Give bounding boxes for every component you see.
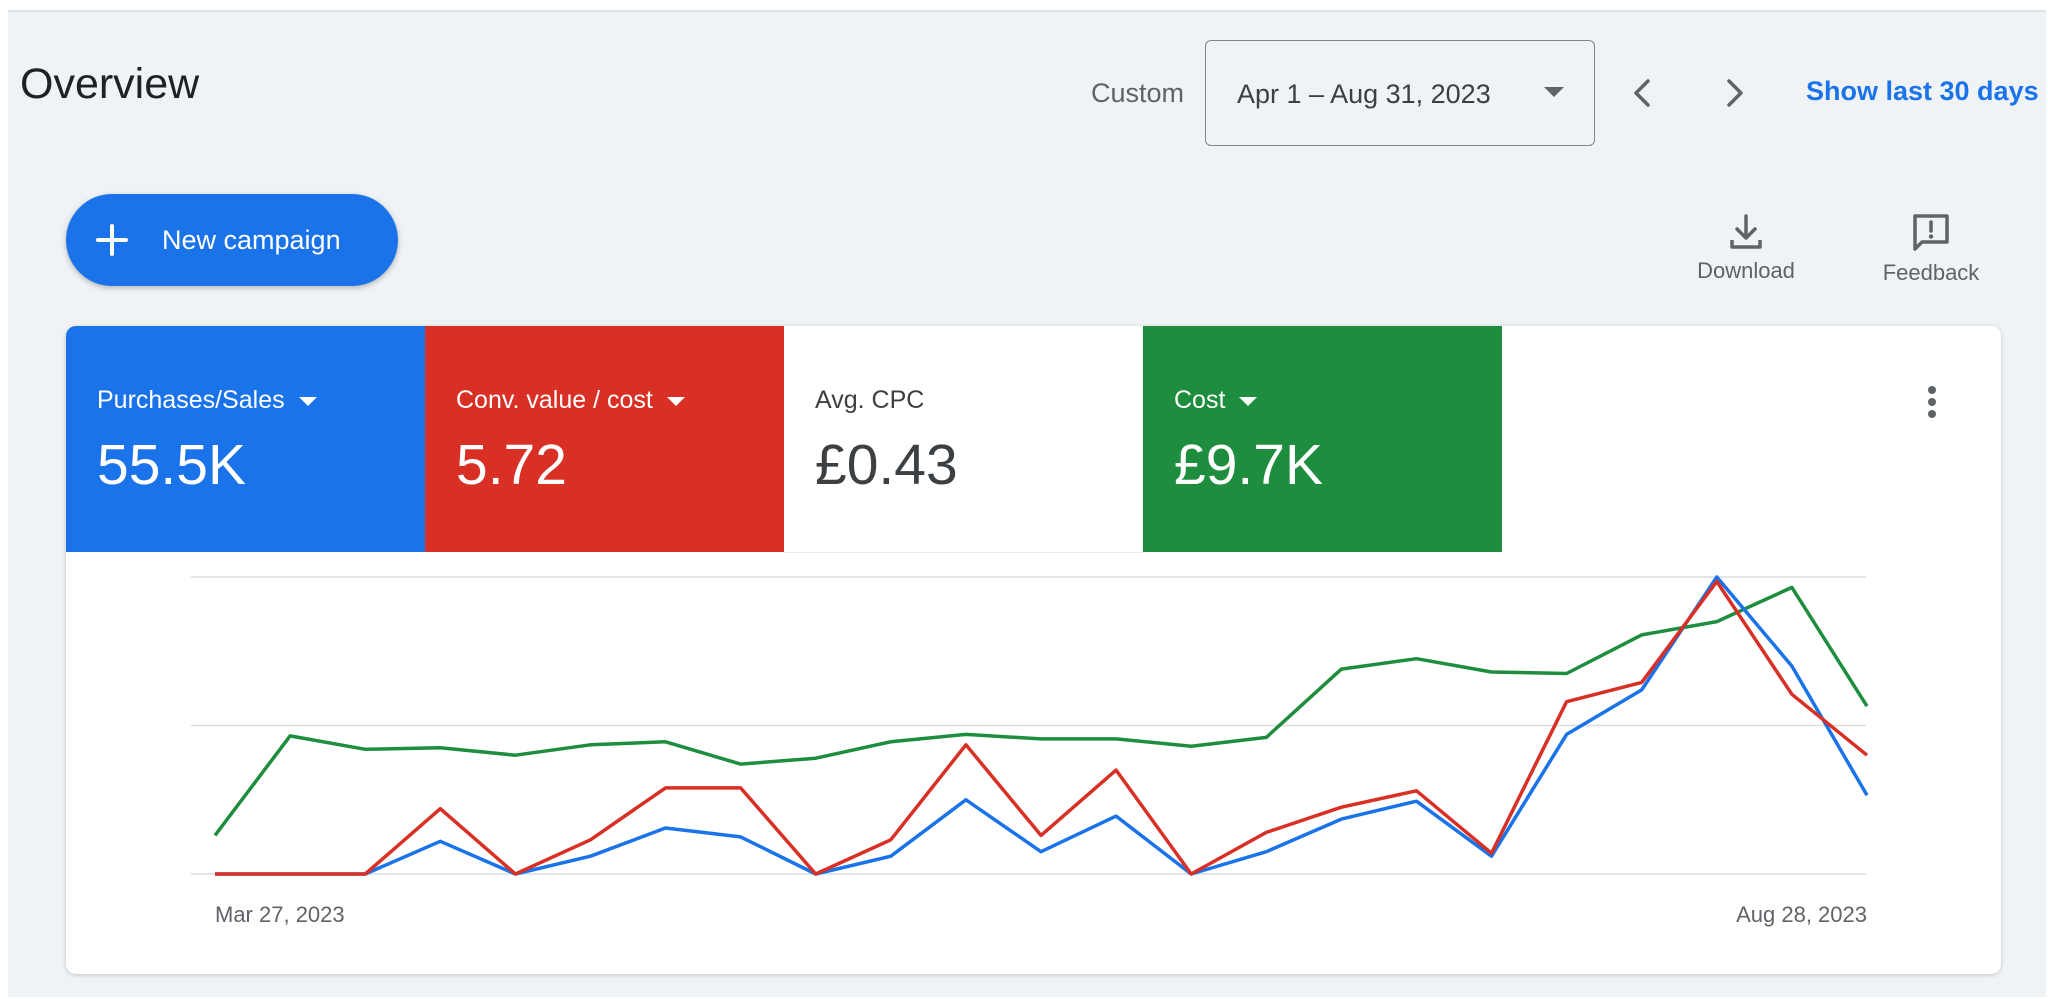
date-range-value: Apr 1 – Aug 31, 2023 — [1237, 79, 1491, 109]
metric-tile-avg-cpc[interactable]: Avg. CPC £0.43 — [784, 326, 1143, 553]
page-title: Overview — [20, 60, 200, 108]
metric-value: £9.7K — [1174, 433, 1323, 497]
range-type-label: Custom — [1091, 78, 1185, 108]
metric-tile-conv-value-cost[interactable]: Conv. value / cost 5.72 — [425, 326, 784, 552]
date-range-select[interactable]: Apr 1 – Aug 31, 2023 — [1205, 40, 1595, 146]
metric-label-row: Purchases/Sales — [97, 386, 317, 415]
metric-label-row: Conv. value / cost — [456, 386, 685, 415]
next-period-button[interactable] — [1715, 68, 1755, 118]
series-line-cost[interactable] — [213, 585, 1869, 837]
metric-label: Avg. CPC — [815, 386, 925, 414]
series-line-purchases-sales[interactable] — [215, 575, 1869, 876]
metric-dropdown-icon[interactable] — [298, 396, 317, 406]
overview-page: Overview Custom Apr 1 – Aug 31, 2023 Sho… — [8, 10, 2046, 997]
performance-line-chart: Mar 27, 2023 Aug 28, 2023 — [191, 575, 1869, 927]
chevron-left-icon — [1634, 79, 1650, 107]
feedback-button[interactable]: Feedback — [1866, 212, 1996, 286]
download-button[interactable]: Download — [1681, 212, 1811, 284]
metric-tile-purchases-sales[interactable]: Purchases/Sales 55.5K — [66, 326, 425, 552]
feedback-icon — [1913, 214, 1949, 251]
more-options-button[interactable] — [1920, 382, 1944, 422]
download-icon — [1730, 214, 1762, 249]
previous-period-button[interactable] — [1622, 68, 1662, 118]
download-label: Download — [1697, 258, 1795, 283]
metric-value: £0.43 — [815, 433, 958, 497]
metric-value: 5.72 — [456, 433, 567, 497]
metric-label-row: Cost — [1174, 386, 1258, 415]
metric-dropdown-icon[interactable] — [666, 396, 685, 406]
new-campaign-label: New campaign — [162, 225, 341, 255]
new-campaign-button[interactable]: New campaign — [66, 194, 398, 286]
x-tick-label-start: Mar 27, 2023 — [215, 902, 345, 927]
plus-icon — [96, 224, 128, 256]
chevron-right-icon — [1727, 79, 1743, 107]
dropdown-caret-icon — [1544, 87, 1564, 97]
metric-dropdown-icon[interactable] — [1239, 396, 1258, 406]
metric-label: Purchases/Sales — [97, 386, 285, 414]
metric-label: Conv. value / cost — [456, 386, 653, 414]
performance-card: Purchases/Sales 55.5K Conv. value / cost… — [66, 326, 2001, 974]
show-last-30-days-link[interactable]: Show last 30 days — [1806, 76, 2039, 106]
metric-tile-cost[interactable]: Cost £9.7K — [1143, 326, 1502, 552]
series-line-conv-value-cost[interactable] — [215, 579, 1869, 876]
metric-value: 55.5K — [97, 433, 246, 497]
more-vert-icon — [1928, 386, 1936, 418]
metric-label-row: Avg. CPC — [815, 386, 924, 415]
x-tick-label-end: Aug 28, 2023 — [1736, 902, 1867, 927]
metric-label: Cost — [1174, 386, 1226, 414]
feedback-label: Feedback — [1882, 260, 1980, 285]
